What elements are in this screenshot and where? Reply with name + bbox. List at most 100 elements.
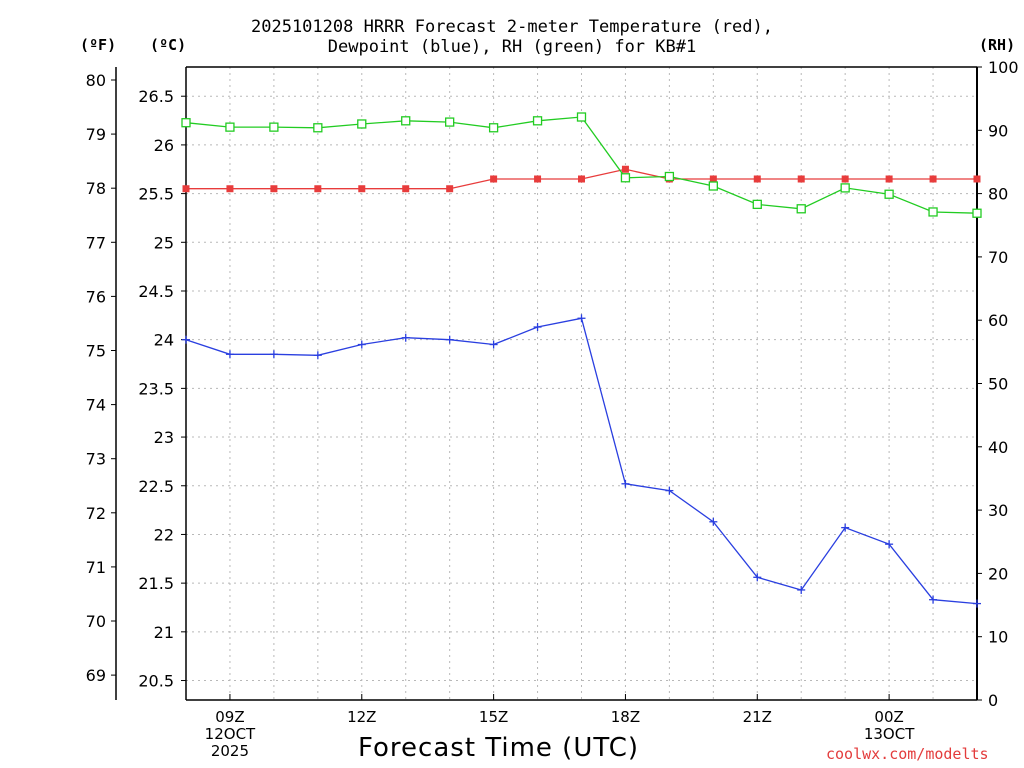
dewpoint-point [401,333,410,342]
temperature-point [753,175,761,183]
fahrenheit-tick-label: 75 [86,341,106,360]
rh-tick-label: 90 [988,121,1008,140]
rh-tick-label: 70 [988,248,1008,267]
celsius-tick-label: 21 [154,623,174,642]
rh-tick-label: 30 [988,501,1008,520]
rh-point [532,116,543,126]
fahrenheit-tick-label: 74 [86,396,106,415]
rh-tick-label: 50 [988,375,1008,394]
temperature-point [841,175,849,183]
dewpoint-point [313,351,322,360]
temperature-point [621,165,629,173]
rh-point [401,116,411,126]
x-tick-label: 18Z [611,708,640,726]
dewpoint-point [841,523,850,532]
rh-tick-label: 40 [988,438,1008,457]
x-tick-label: 00Z [874,708,903,726]
fahrenheit-tick-label: 69 [86,666,106,685]
rh-point [752,199,762,210]
celsius-tick-label: 26.5 [138,87,174,106]
rh-point [181,118,191,128]
fahrenheit-tick-label: 77 [86,233,106,252]
fahrenheit-tick-label: 79 [86,125,106,144]
fahrenheit-tick-label: 80 [86,71,106,90]
celsius-unit-label: (ºC) [150,36,187,54]
rh-point [972,208,982,218]
dewpoint-point [753,573,762,582]
temperature-point [314,185,322,193]
fahrenheit-tick-label: 72 [86,504,106,523]
celsius-tick-label: 24.5 [138,282,174,301]
temperature-point [182,185,190,193]
dewpoint-point [709,517,718,526]
dewpoint-point [665,486,674,495]
temperature-point [578,175,585,183]
rh-tick-label: 10 [988,628,1008,647]
series-line-relative-humidity [185,116,978,214]
dewpoint-point [621,479,630,488]
rh-point [576,112,587,122]
rh-point [840,183,850,193]
rh-point [620,173,631,183]
celsius-tick-label: 22.5 [138,477,174,496]
rh-point [445,117,455,127]
temperature-point [226,185,234,193]
celsius-tick-label: 24 [154,331,174,350]
celsius-tick-label: 23.5 [138,379,174,398]
celsius-tick-label: 26 [154,136,174,155]
rh-point [488,123,499,133]
x-tick-label: 12Z [347,708,376,726]
rh-tick-label: 80 [988,185,1008,204]
x-tick-date-label: 13OCT [864,725,915,743]
credit-link[interactable]: coolwx.com/modelts [826,745,989,763]
dewpoint-point [445,335,454,344]
fahrenheit-tick-label: 70 [86,612,106,631]
rh-tick-label: 0 [988,691,998,710]
x-tick-date-label: 12OCT [205,725,256,743]
temperature-point [709,175,717,183]
rh-tick-label: 20 [988,564,1008,583]
fahrenheit-tick-label: 76 [86,287,106,306]
fahrenheit-tick-label: 73 [86,450,106,469]
rh-point [708,181,718,191]
x-tick-label: 21Z [743,708,772,726]
dewpoint-point [225,350,234,359]
grid-layer [186,67,977,700]
temperature-point [402,185,410,193]
rh-point [357,119,367,129]
temperature-point [446,185,454,193]
celsius-tick-label: 21.5 [138,574,174,593]
x-tick-date-label: 2025 [211,742,249,760]
temperature-point [270,185,278,193]
rh-point [884,189,894,199]
temperature-point [929,175,937,183]
rh-tick-label: 100 [988,58,1019,77]
temperature-point [797,175,805,183]
rh-tick-label: 60 [988,311,1008,330]
dewpoint-point [885,540,894,549]
temperature-point [490,175,498,183]
rh-point [796,204,806,214]
dewpoint-point [182,335,190,344]
temperature-point [534,175,542,183]
dewpoint-point [973,599,981,608]
rh-point [928,207,938,217]
celsius-tick-label: 25 [154,233,174,252]
celsius-tick-label: 20.5 [138,672,174,691]
celsius-tick-label: 23 [154,428,174,447]
x-axis-title: Forecast Time (UTC) [358,733,640,763]
dewpoint-point [929,595,938,604]
chart-title-line-1: 2025101208 HRRR Forecast 2-meter Tempera… [251,17,773,37]
dewpoint-point [269,350,278,359]
x-tick-label: 09Z [215,708,244,726]
series-layer [181,112,982,608]
celsius-tick-label: 22 [154,525,174,544]
dewpoint-point [533,323,542,332]
rh-point [269,122,279,132]
temperature-point [358,185,366,193]
rh-point [313,123,323,133]
rh-point [225,122,235,132]
axis-layer: 69 70 71 72 73 74 75 76 77 78 79 80 20.5 21 21.5 22 22.5… [86,58,1019,760]
rh-point [664,171,675,182]
